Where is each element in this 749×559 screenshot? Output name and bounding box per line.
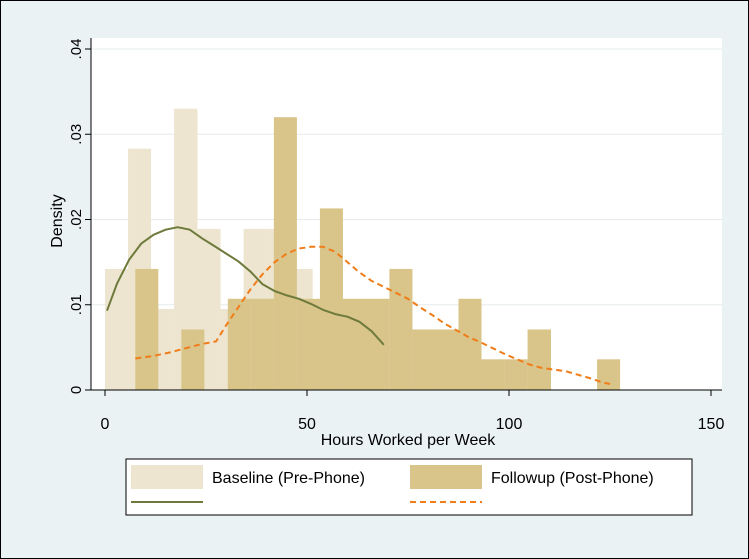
x-tick-label: 50 xyxy=(298,416,316,433)
y-tick-label: 0 xyxy=(68,386,85,394)
followup-bar xyxy=(181,329,205,390)
x-tick-label: 0 xyxy=(101,416,110,433)
followup-bar xyxy=(135,268,159,390)
y-tick-label: .01 xyxy=(68,294,85,315)
followup-bar xyxy=(227,298,251,390)
followup-bar xyxy=(412,329,436,390)
legend: Baseline (Pre-Phone) Followup (Post-Phon… xyxy=(125,458,693,516)
y-axis-label: Density xyxy=(49,194,66,247)
followup-bar xyxy=(458,298,482,390)
followup-bar xyxy=(365,298,390,390)
legend-swatch-followup xyxy=(410,465,482,489)
x-tick-label: 150 xyxy=(698,416,725,433)
axes: 0 .01 .02 .03 .04 0 50 100 150 xyxy=(68,38,724,433)
legend-label-baseline: Baseline (Pre-Phone) xyxy=(212,470,365,487)
y-tick-label: .02 xyxy=(68,209,85,230)
followup-bar xyxy=(319,208,343,390)
baseline-bar xyxy=(174,108,198,391)
y-tick-label: .03 xyxy=(68,124,85,145)
followup-bar xyxy=(435,329,459,390)
followup-density-line xyxy=(135,245,611,385)
followup-bar xyxy=(389,268,413,390)
x-axis-label: Hours Worked per Week xyxy=(321,432,497,449)
followup-bar xyxy=(296,298,320,390)
followup-bar xyxy=(504,359,528,390)
legend-swatch-baseline xyxy=(131,465,203,489)
followup-histogram xyxy=(135,117,621,390)
density-curves xyxy=(106,226,611,385)
baseline-density-line xyxy=(106,226,385,346)
followup-bar xyxy=(342,298,366,390)
legend-label-followup: Followup (Post-Phone) xyxy=(491,470,654,487)
x-tick-label: 100 xyxy=(496,416,523,433)
y-tick-label: .04 xyxy=(68,39,85,60)
followup-bar xyxy=(597,359,621,390)
legend-box xyxy=(125,458,693,516)
followup-bar xyxy=(250,298,274,390)
followup-bar xyxy=(481,359,505,390)
followup-bar xyxy=(527,329,552,390)
